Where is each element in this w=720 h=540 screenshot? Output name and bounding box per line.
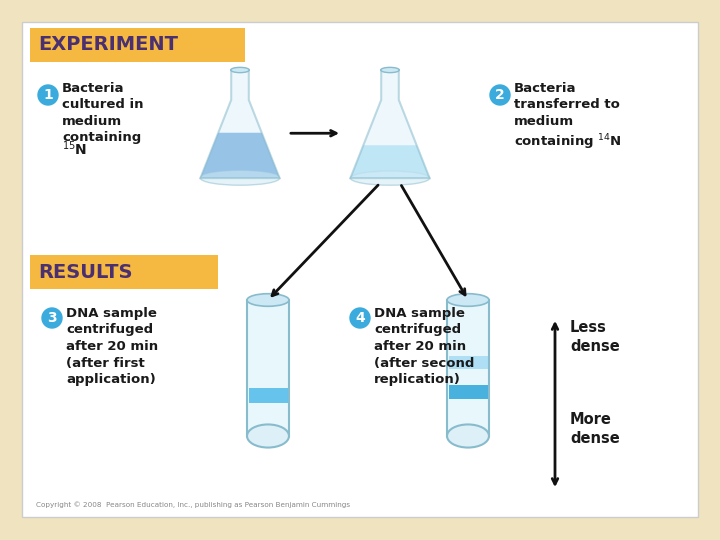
Text: Less
dense: Less dense <box>570 320 620 354</box>
Text: Bacteria
transferred to
medium
containing $^{14}$N: Bacteria transferred to medium containin… <box>514 82 622 152</box>
Polygon shape <box>200 70 279 178</box>
Circle shape <box>490 85 510 105</box>
Text: 1: 1 <box>43 88 53 102</box>
Text: More
dense: More dense <box>570 412 620 446</box>
FancyBboxPatch shape <box>30 255 218 289</box>
Text: EXPERIMENT: EXPERIMENT <box>38 36 178 55</box>
Bar <box>447 300 489 436</box>
Ellipse shape <box>230 68 249 73</box>
FancyBboxPatch shape <box>30 28 245 62</box>
Bar <box>449 356 487 369</box>
Text: RESULTS: RESULTS <box>38 262 132 281</box>
Polygon shape <box>200 133 279 178</box>
Circle shape <box>38 85 58 105</box>
Text: DNA sample
centrifuged
after 20 min
(after second
replication): DNA sample centrifuged after 20 min (aft… <box>374 307 474 386</box>
Text: 4: 4 <box>355 311 365 325</box>
Ellipse shape <box>381 68 399 73</box>
Circle shape <box>42 308 62 328</box>
Bar <box>247 300 289 436</box>
Ellipse shape <box>200 171 279 185</box>
Text: Copyright © 2008  Pearson Education, Inc., publishing as Pearson Benjamin Cummin: Copyright © 2008 Pearson Education, Inc.… <box>36 501 350 508</box>
Polygon shape <box>351 145 430 178</box>
Text: $^{15}$N: $^{15}$N <box>62 139 87 158</box>
Ellipse shape <box>247 424 289 448</box>
Circle shape <box>350 308 370 328</box>
Bar <box>449 385 487 400</box>
Text: 2: 2 <box>495 88 505 102</box>
Text: Bacteria
cultured in
medium
containing: Bacteria cultured in medium containing <box>62 82 143 145</box>
Polygon shape <box>351 70 430 178</box>
FancyBboxPatch shape <box>22 22 698 517</box>
Ellipse shape <box>247 294 289 306</box>
Bar <box>248 388 287 403</box>
Ellipse shape <box>447 424 489 448</box>
Ellipse shape <box>351 171 430 185</box>
Ellipse shape <box>447 294 489 306</box>
Text: DNA sample
centrifuged
after 20 min
(after first
application): DNA sample centrifuged after 20 min (aft… <box>66 307 158 386</box>
Text: 3: 3 <box>48 311 57 325</box>
